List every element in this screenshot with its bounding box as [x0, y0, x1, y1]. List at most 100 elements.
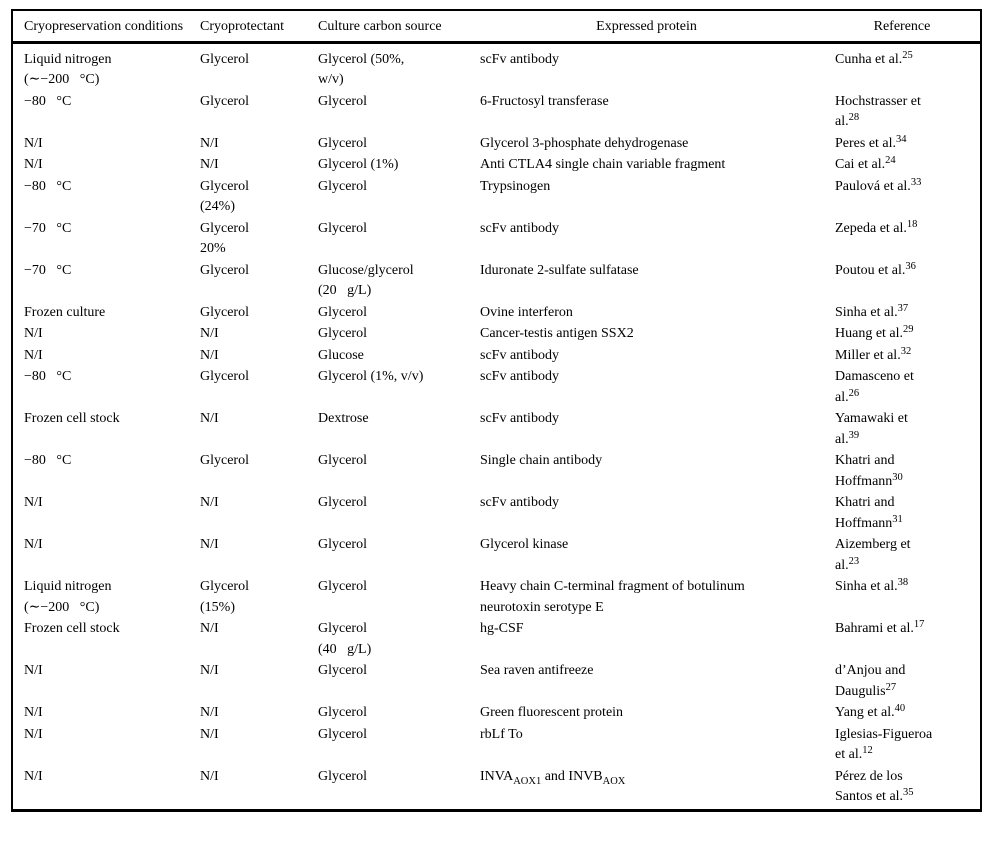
reference-cell: Miller et al.32 [835, 345, 912, 363]
expressed-protein-cell: Sea raven antifreeze [480, 663, 594, 678]
reference-number-superscript: 26 [848, 387, 860, 399]
reference-cell: Hochstrasser et al.28 [835, 93, 921, 130]
table-row: N/I N/I Glycerol Glycerol kinase Aizemberg e… [12, 535, 981, 577]
expressed-protein-cell: Heavy chain C-terminal fragment of botul… [480, 579, 745, 615]
culture-carbon-source-cell: Dextrose [318, 411, 369, 426]
cryopreservation-conditions-cell: −80 °C [24, 178, 72, 194]
culture-carbon-source-cell: Glucose [318, 347, 364, 363]
cryopreservation-conditions-cell: Frozen cell stock [24, 411, 120, 426]
table-row: −80 °C Glycerol (24%) Glycerol Trypsinogen P… [12, 177, 981, 219]
culture-carbon-source-cell: Glycerol [318, 537, 367, 552]
cryoprotectant-cell: Glycerol [200, 93, 249, 109]
cryopreservation-conditions-cell: N/I [24, 326, 43, 341]
reference-number-superscript: 32 [900, 345, 912, 357]
table-row: N/I N/I Glucose scFv antibody Miller et al.3… [12, 346, 981, 368]
gene-name-subscript: AOX [602, 775, 626, 787]
column-header-cryopreservation-conditions: Cryopreservation conditions [12, 10, 189, 44]
cryoprotectant-cell: N/I [200, 326, 219, 341]
table-row: −80 °C Glycerol Glycerol (1%, v/v) scFv ant… [12, 367, 981, 409]
cryoprotectant-cell: Glycerol (24%) [200, 178, 249, 215]
cryoprotectant-cell: N/I [200, 768, 219, 784]
reference-cell: Cai et al.24 [835, 155, 896, 172]
culture-carbon-source-cell: Glucose/glycerol (20 g/L) [318, 262, 414, 299]
culture-carbon-source-cell: Glycerol (40 g/L) [318, 621, 372, 657]
cryoprotectant-cell: N/I [200, 135, 219, 151]
cryoprotectant-cell: N/I [200, 705, 219, 720]
expressed-protein-cell: Trypsinogen [480, 178, 551, 194]
table-row: −70 °C Glycerol Glucose/glycerol (20 g/L) I… [12, 261, 981, 303]
table-row: N/I N/I Glycerol Green fluorescent protein Y… [12, 703, 981, 725]
expressed-protein-cell: Glycerol kinase [480, 537, 569, 552]
expressed-protein-cell: Cancer-testis antigen SSX2 [480, 326, 634, 341]
expressed-protein-cell: scFv antibody [480, 411, 559, 426]
expressed-protein-cell: Single chain antibody [480, 453, 603, 468]
expressed-protein-cell: 6-Fructosyl transferase [480, 93, 609, 109]
cryoprotectant-cell: N/I [200, 621, 219, 636]
expressed-protein-cell: scFv antibody [480, 369, 559, 384]
table-row: Frozen cell stock N/I Dextrose scFv antibod… [12, 409, 981, 451]
expressed-protein-cell: hg-CSF [480, 621, 524, 636]
culture-carbon-source-cell: Glycerol (50%, w/v) [318, 51, 405, 88]
reference-cell: Khatri and Hoffmann30 [835, 453, 903, 489]
reference-number-superscript: 37 [897, 302, 909, 314]
reference-number-superscript: 29 [903, 324, 914, 335]
expressed-protein-cell: scFv antibody [480, 220, 559, 236]
table-row: Liquid nitrogen (∼−200 °C) Glycerol (15%)… [12, 577, 981, 619]
cryoprotectant-cell: N/I [200, 663, 219, 678]
column-header-expressed-protein: Expressed protein [469, 10, 824, 44]
table-row: −80 °C Glycerol Glycerol 6-Fructosyl transf… [12, 92, 981, 134]
cryopreservation-conditions-cell: N/I [24, 135, 43, 151]
cryopreservation-conditions-cell: N/I [24, 157, 43, 172]
cryopreservation-conditions-cell: −70 °C [24, 262, 72, 278]
table-header: Cryopreservation conditions Cryoprotecta… [12, 10, 981, 44]
table-body: Liquid nitrogen (∼−200 °C) Glycerol Glycer… [12, 42, 981, 810]
cryopreservation-conditions-cell: N/I [24, 537, 43, 552]
culture-carbon-source-cell: Glycerol [318, 304, 367, 320]
table-row: Liquid nitrogen (∼−200 °C) Glycerol Glycer… [12, 42, 981, 92]
culture-carbon-source-cell: Glycerol [318, 768, 367, 784]
reference-cell: Paulová et al.33 [835, 176, 922, 194]
reference-number-superscript: 24 [885, 155, 896, 166]
reference-cell: Damasceno et al.26 [835, 369, 914, 405]
expressed-protein-cell: rbLf To [480, 726, 523, 742]
reference-cell: d’Anjou and Daugulis27 [835, 663, 906, 699]
reference-cell: Poutou et al.36 [835, 260, 916, 278]
cryopreservation-literature-table: Cryopreservation conditions Cryoprotecta… [11, 9, 982, 812]
reference-cell: Pérez de los Santos et al.35 [835, 768, 914, 805]
cryopreservation-conditions-cell: −80 °C [24, 93, 72, 109]
cryoprotectant-cell: Glycerol [200, 453, 249, 468]
cryopreservation-conditions-cell: Liquid nitrogen (∼−200 °C) [24, 579, 112, 615]
reference-number-superscript: 27 [885, 681, 897, 693]
cryoprotectant-cell: N/I [200, 495, 219, 510]
culture-carbon-source-cell: Glycerol [318, 326, 367, 341]
cryopreservation-conditions-cell: Liquid nitrogen (∼−200 °C) [24, 51, 112, 88]
cryoprotectant-cell: Glycerol [200, 51, 249, 67]
table-row: N/I N/I Glycerol Glycerol 3-phosphate dehyd… [12, 134, 981, 156]
table-row: −80 °C Glycerol Glycerol Single chain antib… [12, 451, 981, 493]
cryopreservation-conditions-cell: N/I [24, 726, 43, 742]
reference-cell: Khatri and Hoffmann31 [835, 495, 903, 531]
culture-carbon-source-cell: Glycerol [318, 663, 367, 678]
cryoprotectant-cell: N/I [200, 347, 219, 363]
culture-carbon-source-cell: Glycerol [318, 705, 367, 720]
expressed-protein-cell: Ovine interferon [480, 304, 573, 320]
expressed-protein-cell: Glycerol 3-phosphate dehydrogenase [480, 135, 689, 151]
cryoprotectant-cell: Glycerol [200, 369, 249, 384]
table-row: N/I N/I Glycerol Sea raven antifreeze d’Anjo… [12, 661, 981, 703]
reference-number-superscript: 23 [848, 555, 860, 567]
expressed-protein-cell: Anti CTLA4 single chain variable fragmen… [480, 157, 726, 172]
table-row: N/I N/I Glycerol Cancer-testis antigen SSX2… [12, 324, 981, 346]
culture-carbon-source-cell: Glycerol (1%) [318, 157, 399, 172]
reference-number-superscript: 12 [862, 745, 873, 756]
cryoprotectant-cell: Glycerol 20% [200, 220, 249, 257]
cryopreservation-conditions-cell: N/I [24, 347, 43, 363]
expressed-protein-cell: Green fluorescent protein [480, 705, 624, 720]
reference-number-superscript: 34 [896, 133, 907, 145]
reference-number-superscript: 33 [910, 176, 922, 188]
reference-number-superscript: 31 [892, 513, 903, 525]
reference-cell: Sinha et al.37 [835, 302, 909, 320]
table-row: Frozen cell stock N/I Glycerol (40 g/L) hg-… [12, 619, 981, 661]
reference-number-superscript: 18 [906, 218, 918, 230]
reference-number-superscript: 39 [848, 429, 860, 441]
